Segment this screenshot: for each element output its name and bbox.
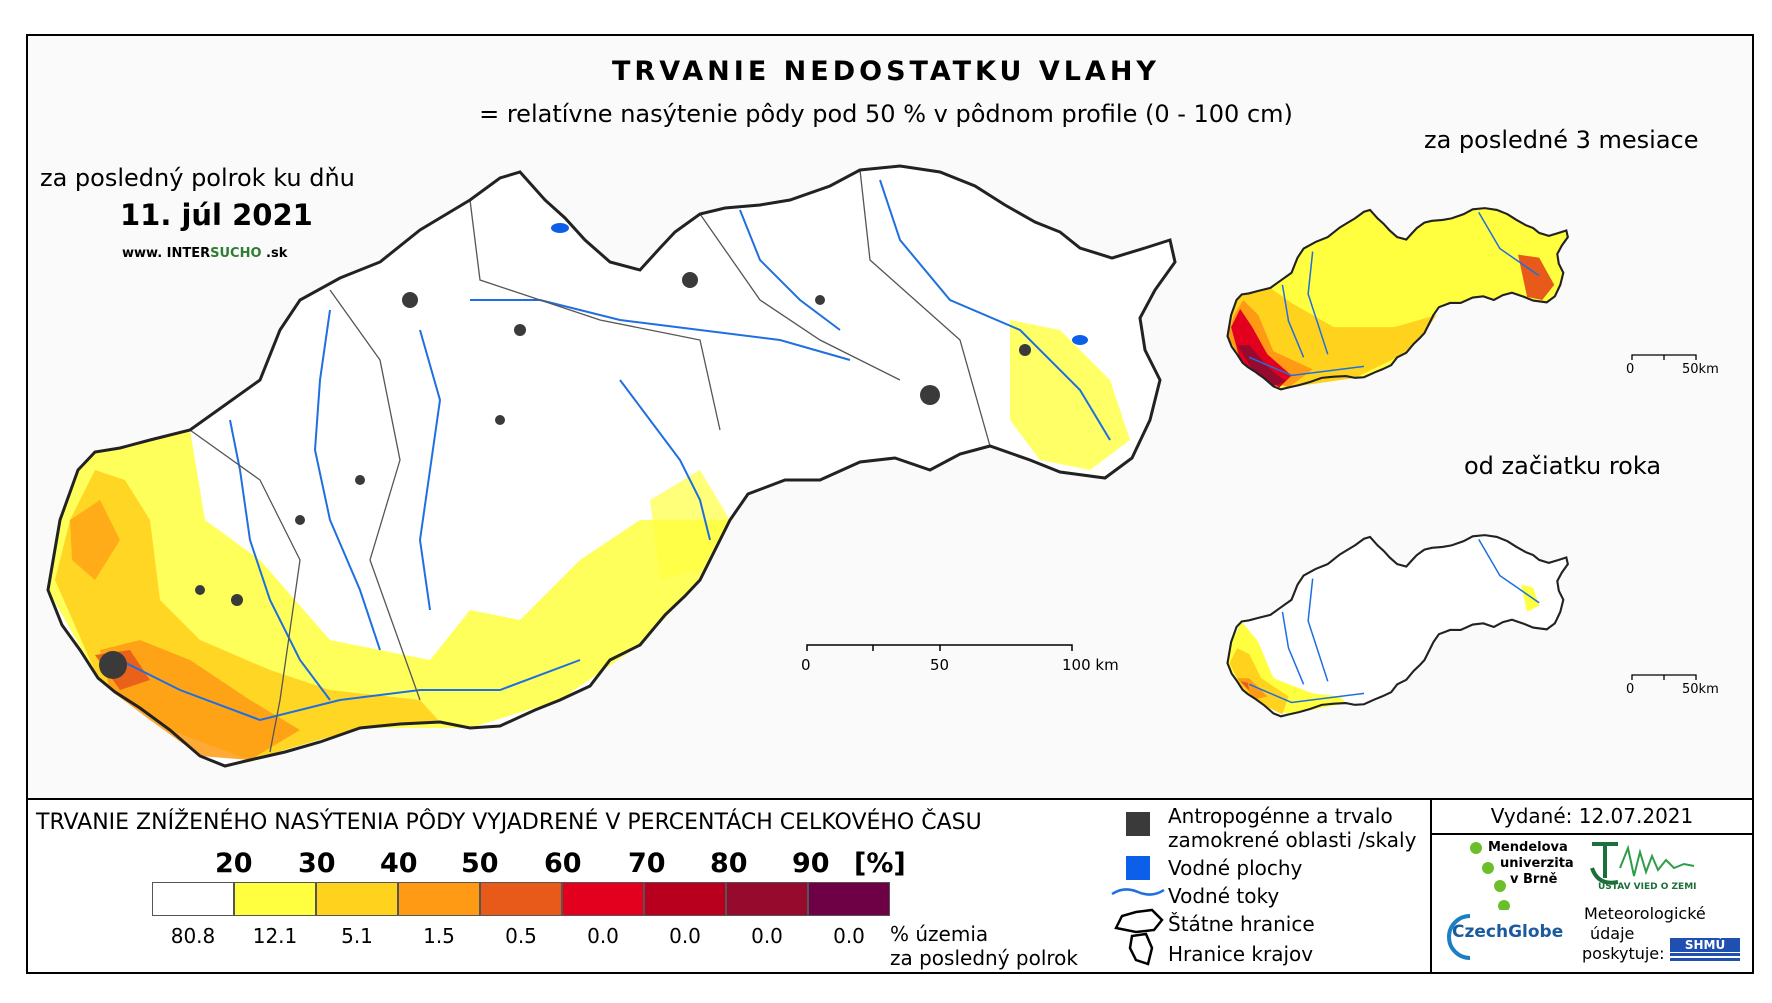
threshold-unit: [%] [854,848,906,879]
scale-label-100: 100 km [1062,656,1119,674]
main-scalebar [806,644,1073,651]
inset-year-scale-50: 50km [1682,682,1719,697]
uvz-logo-icon [1590,842,1695,885]
legend-swatch [808,882,890,916]
inset-3m-scale-0: 0 [1626,362,1635,377]
meteo-line-2: údaje [1590,924,1635,943]
meteo-line-3: poskytuje: [1582,944,1665,963]
mendel-line-3: v Brně [1510,872,1558,887]
main-map-content [48,166,1175,766]
threshold-20: 20 [215,848,253,879]
scale-label-50: 50 [930,656,950,674]
threshold-40: 40 [380,848,418,879]
key-urban: Antropogénne a trvalo [1168,804,1393,828]
legend-percent: 0.5 [505,924,537,948]
region-border-icon [1128,932,1154,966]
inset-year-label: od začiatku roka [1464,452,1662,480]
czechglobe-text: CzechGlobe [1452,922,1564,942]
legend-percent: 5.1 [341,924,373,948]
key-urban-2: zamokrené oblasti /skaly [1168,828,1417,852]
legend-percent: 1.5 [423,924,455,948]
threshold-70: 70 [628,848,666,879]
inset-3m-scale-50: 50km [1682,362,1719,377]
key-state: Štátne hranice [1168,912,1315,936]
legend-swatch [562,882,644,916]
legend-panel [26,798,1754,974]
czechglobe-logo-icon [1447,914,1471,960]
issued-date: Vydané: 12.07.2021 [1490,804,1694,828]
inset-3m-label: za posledné 3 mesiace [1424,126,1699,154]
threshold-50: 50 [461,848,499,879]
urban-swatch [1126,812,1150,836]
key-water: Vodné plochy [1168,856,1303,880]
shmu-logo-icon: SHMÚ [1670,938,1740,962]
inset-3m-map [1226,207,1569,391]
key-rivers: Vodné toky [1168,884,1280,908]
legend-title: TRVANIE ZNÍŽENÉHO NASÝTENIA PÔDY VYJADRE… [36,810,982,835]
legend-percent: 0.0 [587,924,619,948]
legend-percent: 12.1 [252,924,298,948]
scale-label-0: 0 [801,656,811,674]
legend-percent: 0.0 [669,924,701,948]
map-subtitle: = relatívne nasýtenie pôdy pod 50 % v pô… [479,100,1293,128]
legend-percent: 0.0 [751,924,783,948]
threshold-30: 30 [298,848,336,879]
inset-year-scalebar [1631,674,1697,680]
inset-year-scale-0: 0 [1626,682,1635,697]
main-map [0,0,1697,800]
legend-swatch [234,882,316,916]
meteo-line-1: Meteorologické [1584,904,1706,923]
legend-percent: 80.8 [170,924,216,948]
threshold-80: 80 [710,848,748,879]
legend-swatch [644,882,726,916]
key-regions: Hranice krajov [1168,942,1314,966]
legend-percent: 0.0 [833,924,865,948]
legend-swatch [152,882,234,916]
website-link[interactable]: www. INTERSUCHO .sk [122,246,288,261]
mendel-line-1: Mendelova [1488,840,1568,855]
legend-swatch [726,882,808,916]
main-map-date: 11. júl 2021 [120,198,313,232]
inset-year-map [1226,534,1569,718]
uvz-text: ÚSTAV VIED O ZEMI [1598,882,1697,892]
issued-panel [1430,798,1754,974]
inset-3m-scalebar [1631,354,1697,360]
state-border-icon [1114,908,1164,934]
water-swatch [1126,856,1150,880]
mendel-line-2: univerzita [1500,856,1574,871]
threshold-90: 90 [792,848,830,879]
threshold-60: 60 [544,848,582,879]
mendel-logo-icon [1470,842,1510,910]
percent-label: % územia za posledný polrok [890,922,1078,970]
main-map-label: za posledný polrok ku dňu [40,164,355,192]
legend-swatch [480,882,562,916]
map-title: TRVANIE NEDOSTATKU VLAHY [612,56,1160,87]
river-line-icon [1111,888,1165,896]
legend-swatch [398,882,480,916]
legend-swatch [316,882,398,916]
